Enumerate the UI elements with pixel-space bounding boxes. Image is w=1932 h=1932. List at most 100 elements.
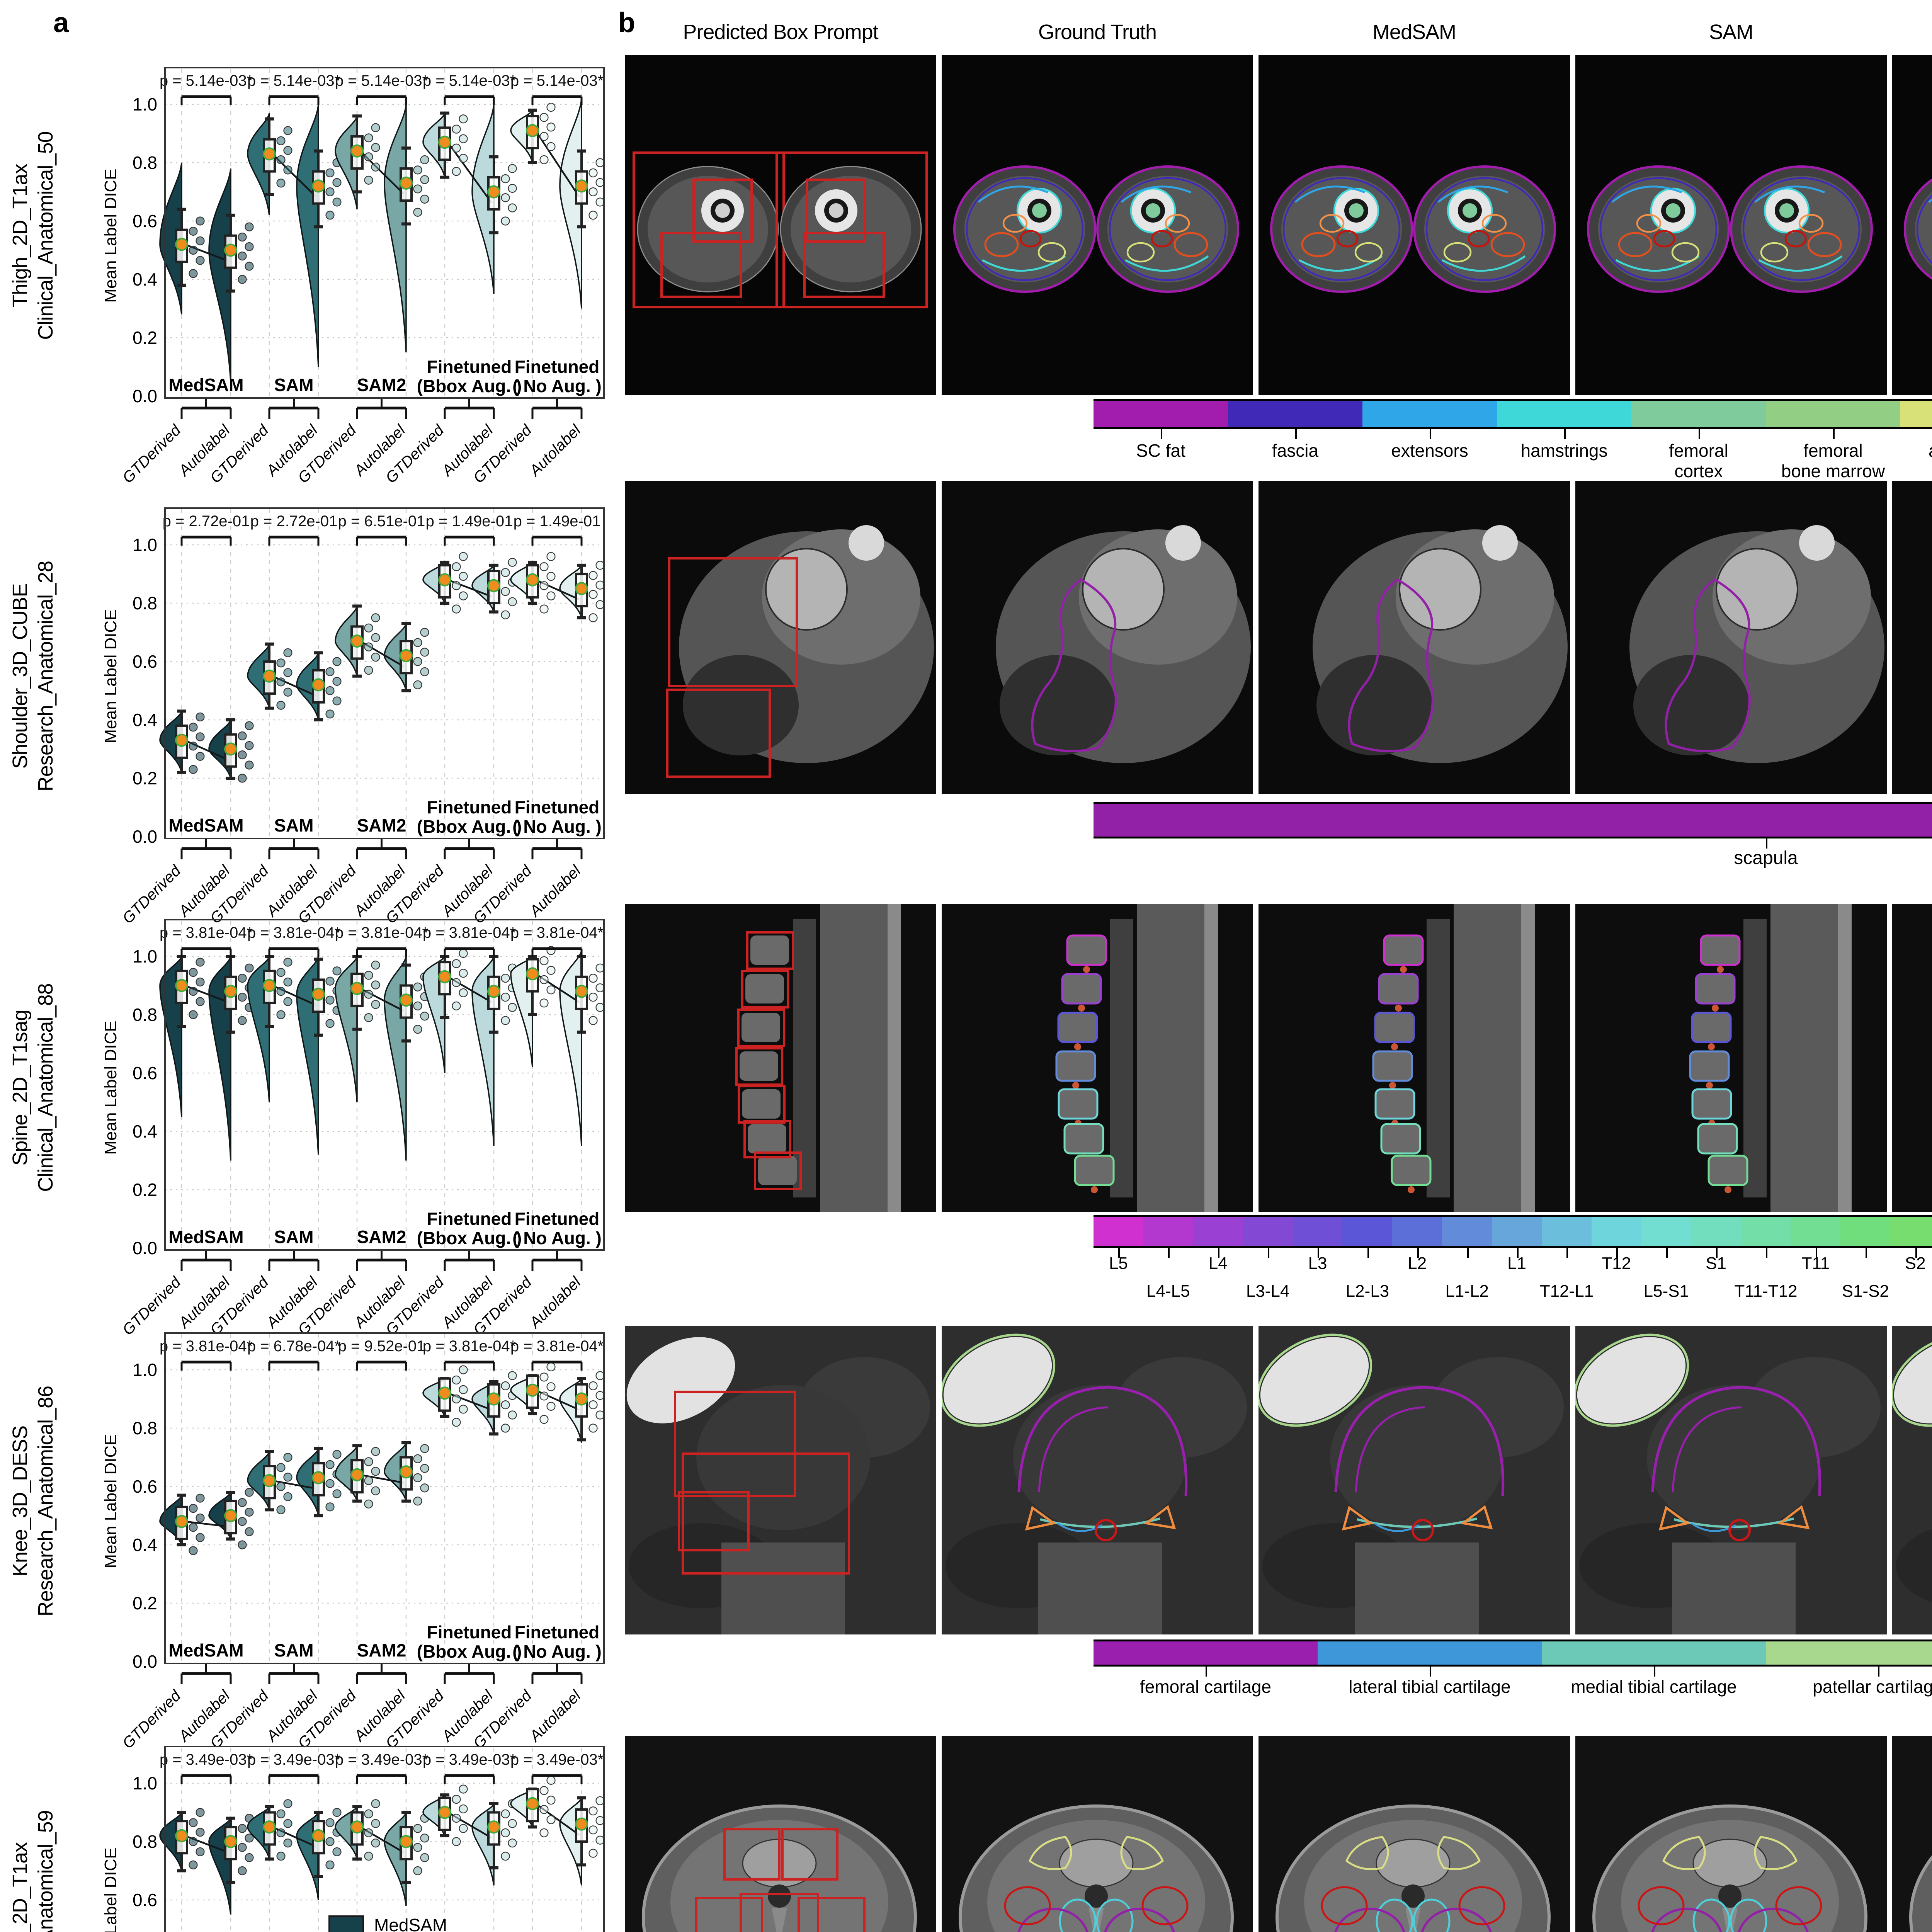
y-tick-label: 1.0 — [133, 1773, 157, 1793]
colorbar-tick — [1915, 1248, 1917, 1258]
mean-dot-gt — [175, 1829, 188, 1842]
mri-cell-knee — [1257, 1326, 1570, 1634]
mri-cell-thigh — [625, 55, 936, 395]
half-violin-auto — [208, 168, 231, 382]
violin-group: p = 3.81e-04*Finetuned(Bbox Aug. )GTDeri… — [383, 1334, 522, 1752]
half-violin-auto — [559, 98, 582, 309]
p-value-label: p = 3.49e-03* — [160, 1751, 253, 1768]
colorbar-segment — [1318, 1641, 1542, 1665]
prompt-box — [743, 1120, 791, 1158]
p-value-label: p = 3.49e-03* — [510, 1751, 604, 1768]
method-group-label: SAM2 — [357, 1640, 406, 1660]
mri-image — [942, 1736, 1253, 1932]
mean-dot-auto — [487, 1820, 500, 1834]
mri-image — [1892, 1736, 1932, 1932]
dataset-title-line: Thigh_2D_T1ax — [9, 164, 32, 308]
colorbar-tick — [1168, 1248, 1170, 1258]
violin-plot-canvas: p = 5.14e-03* MedSAM GTDerived Autolabel p =… — [119, 67, 605, 486]
colorbar-label: femoral bone marrow — [1781, 440, 1885, 481]
colorbar-label: femoral cortex — [1669, 440, 1728, 481]
mean-dot-gt — [526, 573, 539, 587]
y-tick-label: 1.0 — [133, 1360, 157, 1380]
p-value-label: p = 3.49e-03* — [423, 1751, 516, 1768]
y-tick-label: 0.2 — [133, 768, 157, 788]
colorbar-tick — [1161, 429, 1162, 439]
y-tick-label: 0.8 — [133, 1832, 157, 1852]
colorbar-tick — [1699, 429, 1700, 439]
method-group-label: Finetuned — [427, 357, 512, 377]
prompt-box — [737, 1009, 785, 1047]
dataset-title-line: Clinical_Anatomical_59 — [34, 1810, 57, 1932]
mean-dot-gt — [350, 982, 364, 995]
method-group-label: ( No Aug. ) — [512, 376, 602, 396]
mean-dot-auto — [575, 1392, 588, 1406]
prompt-box — [741, 970, 789, 1009]
dataset-title-line: Shoulder_3D_CUBE — [9, 583, 32, 769]
mean-dot-auto — [487, 185, 500, 199]
prompt-box — [692, 179, 753, 243]
mean-dot-auto — [575, 179, 588, 193]
mean-dot-gt — [438, 136, 451, 149]
violin-plot-row: Spine_2D_T1sag Clinical_Anatomical_88 Mean… — [0, 906, 611, 1338]
p-value-label: p = 5.14e-03* — [160, 72, 253, 89]
y-axis-label: Mean Label DICE — [101, 1020, 120, 1155]
colorbar-tick — [1766, 1248, 1767, 1258]
mean-dot-auto — [312, 1829, 325, 1842]
mean-dot-gt — [175, 238, 188, 251]
method-group-label: (Bbox Aug. ) — [417, 816, 522, 837]
legend-entry: MedSAM — [328, 1915, 585, 1932]
colorbar-gradient — [1094, 399, 1932, 429]
colorbar-label: lateral tibial cartilage — [1349, 1677, 1511, 1697]
colorbar-tick — [1878, 1667, 1879, 1677]
mean-dot-gt — [438, 1806, 451, 1819]
colorbar-label: T12-L1 — [1539, 1282, 1594, 1301]
colorbar-tick — [1833, 429, 1835, 439]
method-group-label: Finetuned — [515, 1209, 600, 1229]
method-group-label: MedSAM — [168, 375, 243, 395]
mean-dot-auto — [312, 179, 325, 193]
colorbar-segment — [1193, 1217, 1243, 1246]
colorbar-segment — [1143, 1217, 1193, 1246]
violin-plot-row: Knee_3D_DESS Research_Anatomical_86 Mean L… — [0, 1320, 611, 1752]
y-tick-label: 0.0 — [133, 1238, 157, 1258]
method-group-label: SAM — [274, 1227, 313, 1247]
legend-label: MedSAM — [374, 1915, 447, 1932]
mri-cell-thigh — [1575, 55, 1887, 395]
y-axis-label: Mean Label DICE — [101, 168, 120, 303]
colorbar-label: L2-L3 — [1345, 1282, 1389, 1301]
mri-cell-spine_sag — [625, 904, 936, 1212]
colorbar-label: femoral cartilage — [1139, 1677, 1272, 1697]
mri-image — [1259, 55, 1570, 395]
prompt-box — [746, 931, 794, 970]
mri-cell-spine_sag — [1892, 904, 1932, 1212]
colorbar-segment — [1542, 1641, 1766, 1665]
colorbar-tick — [1430, 1667, 1431, 1677]
colorbar-segment — [1691, 1217, 1741, 1246]
colorbar-segment — [1741, 1217, 1791, 1246]
mean-dot-auto — [224, 1835, 237, 1848]
mri-cell-shoulder — [1575, 481, 1887, 794]
colorbar-segment — [1890, 1217, 1932, 1246]
colorbar-label: L4-L5 — [1146, 1282, 1190, 1301]
dataset-title-line: Knee_3D_DESS — [9, 1425, 32, 1577]
mean-dot-auto — [312, 988, 325, 1001]
y-tick-label: 0.2 — [133, 1593, 157, 1613]
colorbar-label: L3-L4 — [1246, 1282, 1290, 1301]
colorbar-label: medial tibial cartilage — [1571, 1677, 1737, 1697]
method-group-label: ( No Aug. ) — [512, 816, 602, 837]
mri-cell-shoulder — [1892, 481, 1932, 794]
p-value-label: p = 3.81e-04* — [247, 924, 340, 941]
colorbar-label: T11 — [1801, 1254, 1830, 1273]
method-group-label: MedSAM — [168, 815, 243, 835]
panel-b-label: b — [618, 7, 635, 38]
mri-image — [942, 55, 1253, 395]
mean-dot-auto — [224, 1509, 237, 1522]
mean-dot-gt — [175, 979, 188, 992]
mri-image — [625, 55, 936, 395]
colorbar-segment — [1497, 401, 1631, 427]
mri-cell-shoulder — [942, 481, 1253, 794]
